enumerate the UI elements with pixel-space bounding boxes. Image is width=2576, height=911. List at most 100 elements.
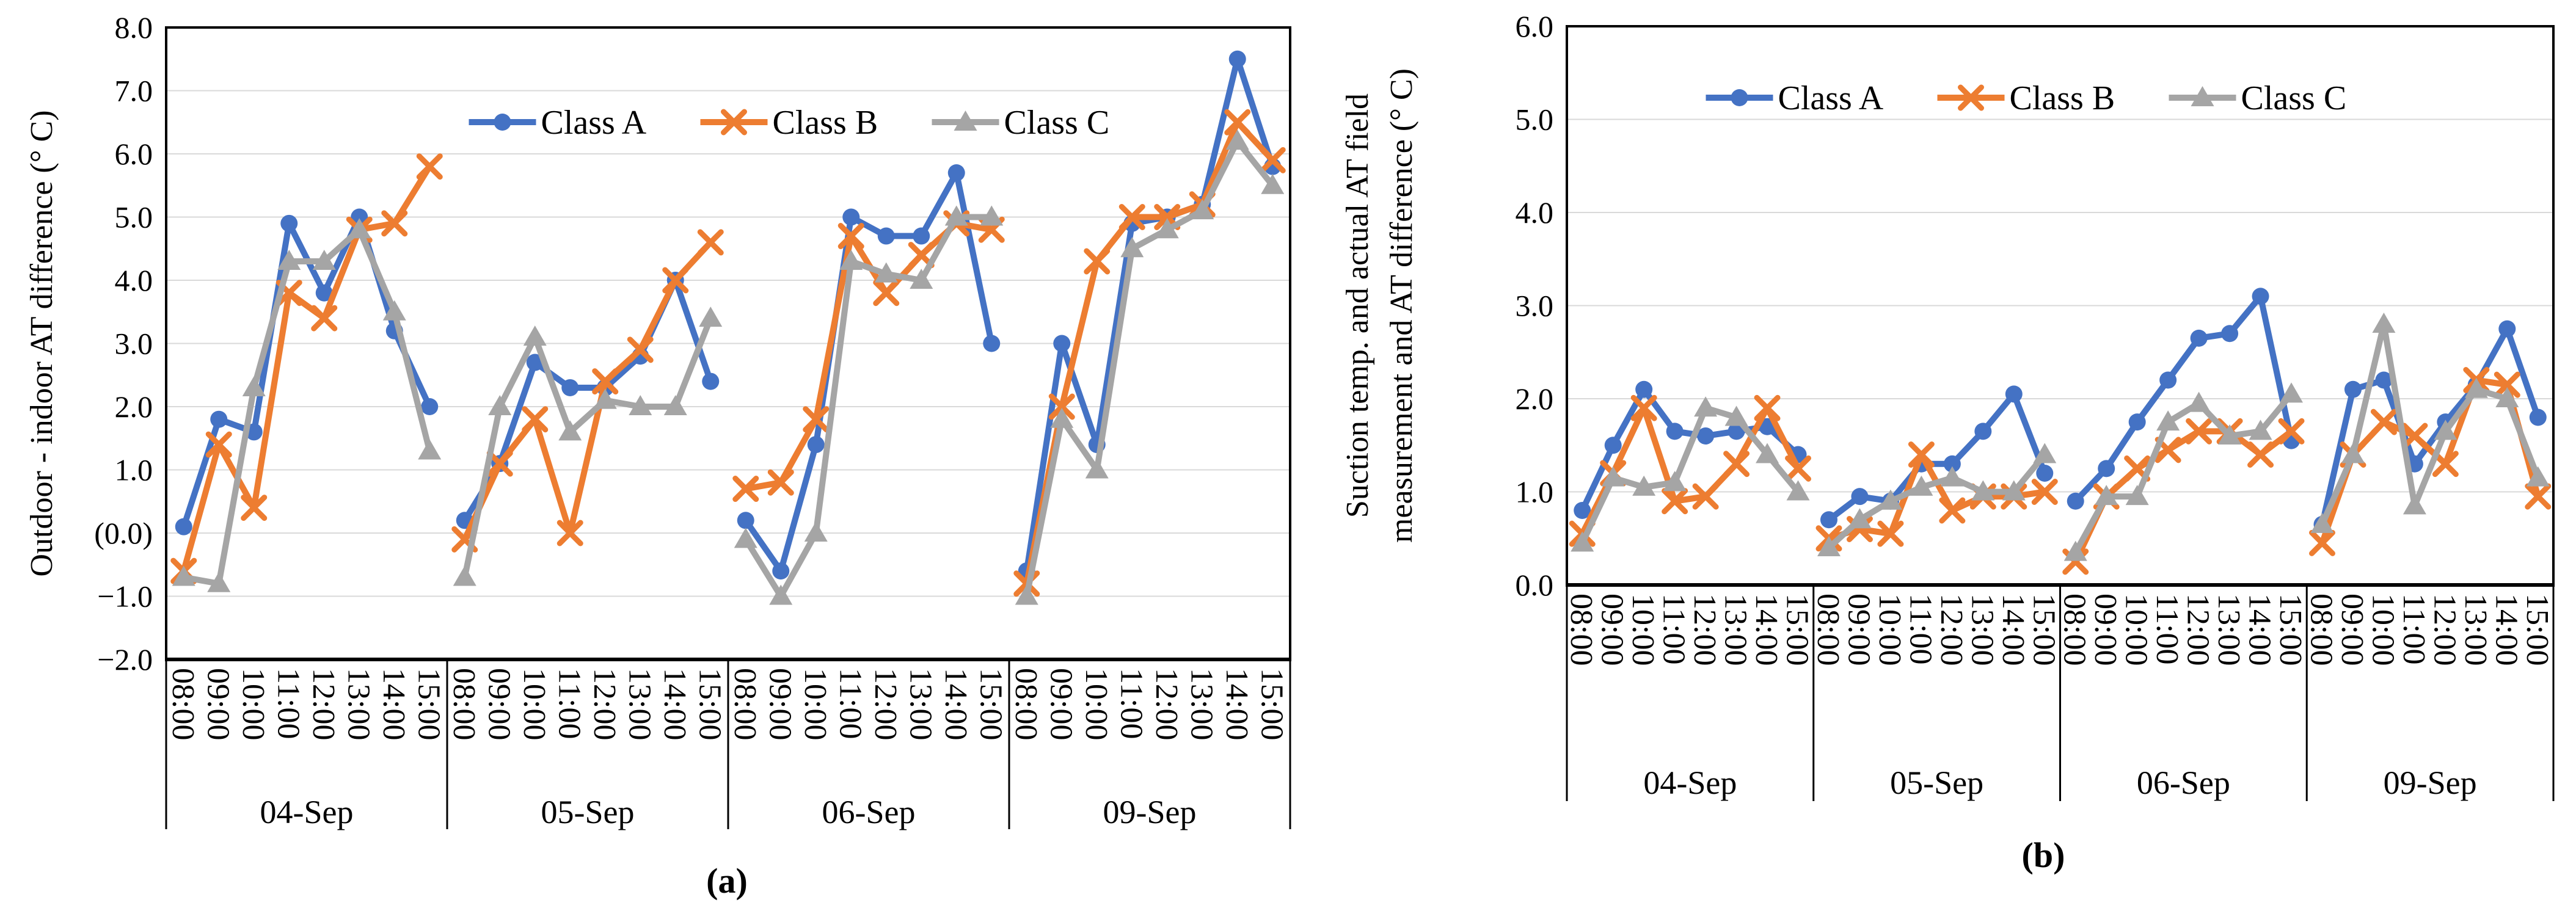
chart-a: 8.0 7.0 6.0 5.0 4.0 3.0 2.0 1.0 (0.0) −1.0 −2.0 Out… [24,10,1291,901]
data-point-x [1224,109,1251,136]
data-point-triangle [1571,531,1594,552]
data-point-x [873,280,900,307]
data-point-triangle [277,249,301,270]
data-point-triangle [172,565,195,586]
y-tick-label: 5.0 [1516,103,1554,137]
series-class-b-a [170,109,1286,597]
time-label: 14:00 [657,668,692,740]
legend-item-class-a: Class A [469,104,647,142]
time-label: 14:00 [1996,593,2031,666]
time-label: 10:00 [2365,593,2400,666]
time-label: 08:00 [728,668,762,740]
day-label: 06-Sep [2137,764,2230,801]
legend-item-class-a: Class A [1706,79,1884,117]
data-point-triangle [1756,443,1779,463]
data-point-triangle [2372,313,2396,333]
y-tick-label: 5.0 [115,200,153,234]
time-label: 15:00 [411,668,446,740]
data-point-x [2370,408,2397,435]
data-point-x [1939,497,1966,524]
time-label: 12:00 [1687,593,1722,666]
data-point-triangle [1940,466,1964,487]
y-tick-label: 7.0 [115,74,153,108]
y-tick-label: 3.0 [115,327,153,361]
legend-item-class-b: Class B [700,104,878,142]
data-point-circle [2128,413,2146,431]
time-label: 14:00 [938,668,973,740]
time-label: 09:00 [1043,668,1078,740]
data-point-circle [210,410,228,428]
y-tick-label: 3.0 [1516,289,1554,323]
time-label: 14:00 [1219,668,1254,740]
data-point-x [522,406,549,433]
data-point-x [2308,529,2335,556]
data-point-x [592,368,619,395]
legend-a: Class A Class B Class C [469,104,1109,142]
y-tick-label: (0.0) [94,516,153,550]
data-point-triangle [2403,494,2426,515]
data-point-triangle [2187,391,2211,412]
time-label: 15:00 [692,668,727,740]
time-label: 14:00 [2242,593,2277,666]
data-point-triangle [2033,443,2057,463]
series-line-class-a [2319,325,2541,528]
caption-a: (a) [706,861,748,901]
data-point-triangle [734,528,757,548]
time-label: 09:00 [2088,593,2123,666]
data-point-triangle [1120,237,1144,258]
data-point-triangle [954,111,977,131]
data-point-triangle [2191,86,2214,106]
time-label: 11:00 [2396,593,2431,665]
data-point-x [556,520,583,546]
data-point-triangle [207,572,231,592]
data-point-x [205,431,232,458]
data-point-triangle [242,376,266,396]
time-label: 14:00 [376,668,411,740]
time-label: 09:00 [1595,593,1630,666]
data-point-x [1630,394,1657,421]
data-point-triangle [1878,489,1902,510]
legend-item-class-c: Class C [2169,79,2346,117]
time-label: 10:00 [1079,668,1114,740]
data-point-triangle [1786,480,1810,501]
data-point-circle [1851,488,1869,506]
data-point-circle [947,164,965,182]
y-axis-title-a: Outdoor - indoor AT difference (° C) [24,110,59,576]
time-label: 15:00 [1254,668,1289,740]
series-line-class-c [2319,321,2541,528]
data-point-circle [561,379,579,396]
data-point-circle [526,354,544,371]
data-point-x [1723,451,1750,477]
day-label: 05-Sep [1890,764,1983,801]
data-point-triangle [1694,396,1718,417]
data-point-circle [2036,465,2054,482]
series-class-c-b [1571,313,2550,561]
data-point-x [1084,248,1111,275]
data-point-x [2432,451,2459,477]
series-class-c-a [172,129,1285,605]
chart-b: 6.0 5.0 4.0 3.0 2.0 1.0 0.0 Suction temp. and a… [1340,9,2555,875]
data-point-x [1754,394,1781,421]
data-point-triangle [769,584,793,605]
time-label: 13:00 [1184,668,1219,740]
y-tick-label: 8.0 [115,10,153,45]
time-label: 15:00 [2026,593,2061,666]
data-point-circle [842,208,860,226]
data-point-triangle [1155,218,1179,239]
data-point-triangle [1817,536,1841,556]
time-label: 08:00 [447,668,481,740]
time-label: 11:00 [1114,668,1148,739]
time-label: 13:00 [1965,593,1999,666]
time-label: 12:00 [868,668,903,740]
data-point-triangle [2310,512,2334,533]
time-label: 08:00 [1009,668,1043,740]
data-point-x [416,153,443,180]
day-label: 09-Sep [2384,764,2477,801]
data-point-x [2525,483,2552,510]
day-labels-a: 04-Sep 05-Sep 06-Sep 09-Sep [260,794,1197,830]
y-tick-label: 2.0 [1516,382,1554,416]
time-label: 15:00 [1780,593,1815,666]
day-labels-b: 04-Sep 05-Sep 06-Sep 09-Sep [1643,764,2476,801]
data-point-circle [421,398,439,415]
time-label: 11:00 [271,668,305,739]
